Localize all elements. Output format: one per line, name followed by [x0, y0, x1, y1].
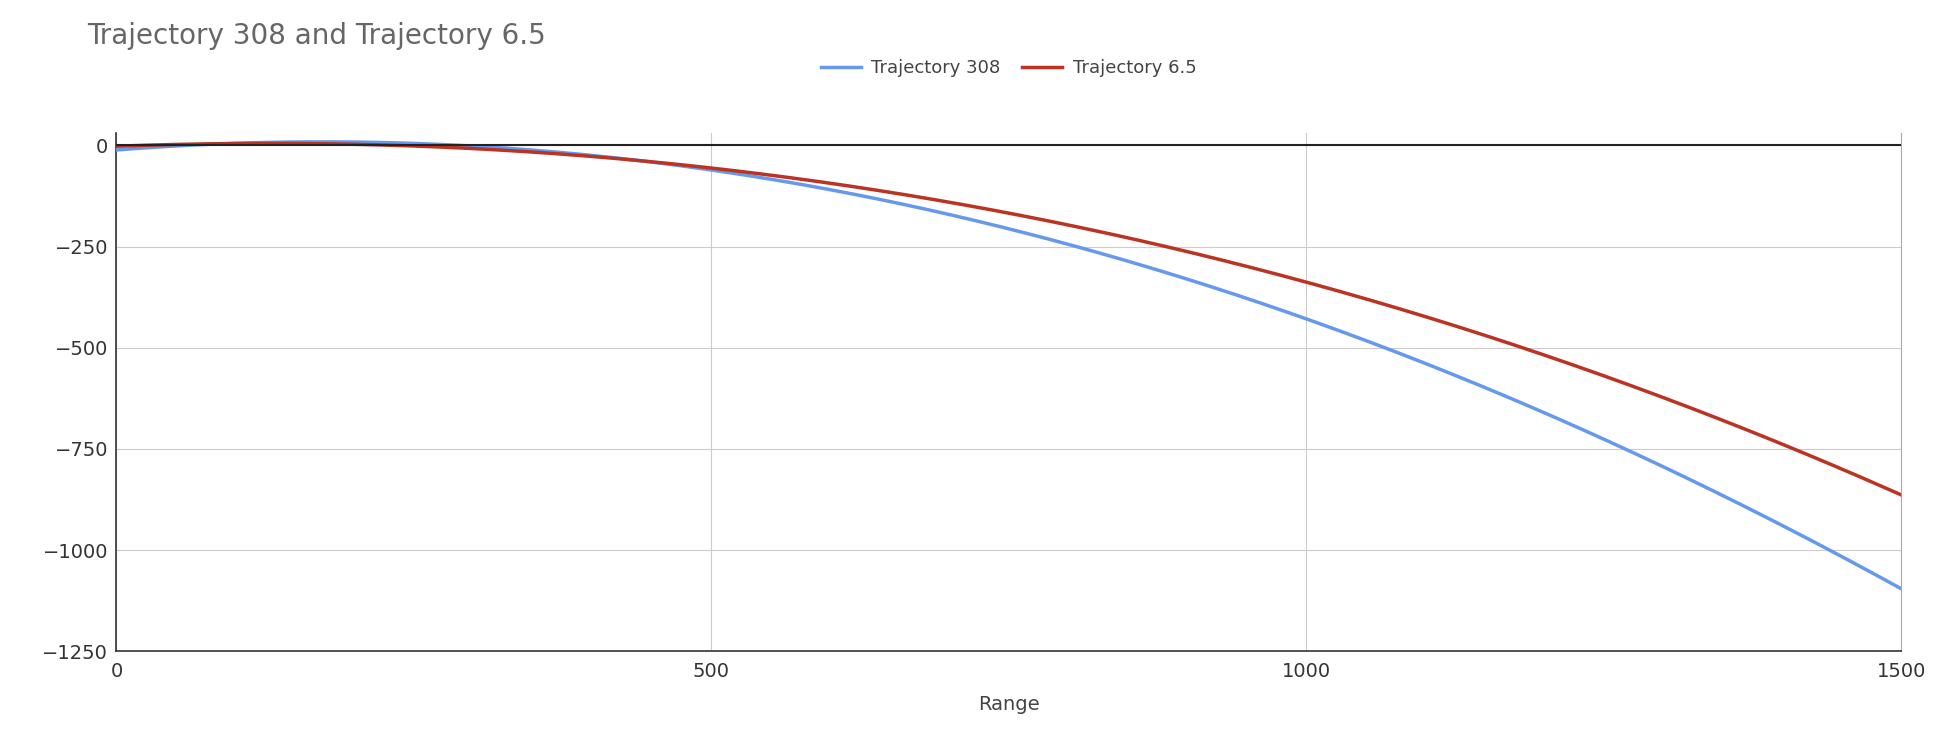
X-axis label: Range: Range [977, 695, 1039, 714]
Legend: Trajectory 308, Trajectory 6.5: Trajectory 308, Trajectory 6.5 [820, 59, 1196, 78]
Text: Trajectory 308 and Trajectory 6.5: Trajectory 308 and Trajectory 6.5 [87, 22, 545, 50]
